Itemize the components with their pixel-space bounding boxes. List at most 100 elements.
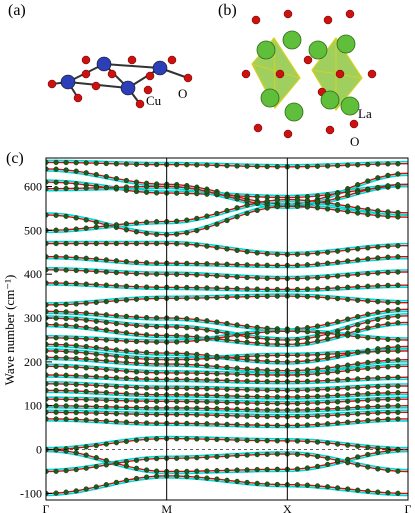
- phonon-data-point: [254, 422, 260, 428]
- phonon-data-point: [63, 348, 69, 355]
- phonon-data-point: [113, 258, 120, 264]
- phonon-data-point: [254, 437, 260, 444]
- phonon-data-point: [46, 387, 49, 393]
- phonon-data-point: [73, 309, 79, 316]
- phonon-data-point: [264, 353, 270, 359]
- phonon-data-point: [335, 273, 341, 279]
- phonon-data-point: [46, 335, 49, 341]
- phonon-data-point: [83, 300, 89, 306]
- phonon-data-point: [184, 468, 190, 475]
- phonon-data-point: [274, 204, 280, 210]
- phonon-data-point: [375, 410, 381, 416]
- phonon-data-point: [325, 260, 331, 266]
- phonon-data-point: [83, 350, 89, 356]
- phonon-data-point: [395, 403, 401, 409]
- phonon-data-point: [73, 450, 79, 456]
- phonon-data-point: [53, 387, 59, 394]
- phonon-data-point: [204, 243, 210, 249]
- phonon-data-point: [385, 416, 391, 422]
- phonon-data-point: [154, 295, 160, 302]
- phonon-data-point: [314, 329, 321, 336]
- phonon-data-point: [83, 160, 89, 166]
- phonon-data-point: [214, 386, 220, 392]
- phonon-data-point: [113, 367, 120, 374]
- phonon-data-point: [304, 371, 311, 378]
- phonon-data-point: [224, 377, 230, 384]
- phonon-data-point: [345, 486, 351, 492]
- phonon-data-point: [93, 410, 99, 416]
- phonon-data-point: [63, 280, 69, 286]
- phonon-data-point: [154, 436, 160, 442]
- phonon-data-point: [83, 373, 89, 379]
- phonon-data-point: [184, 217, 190, 223]
- phonon-data-point: [123, 259, 130, 265]
- phonon-data-point: [144, 219, 150, 225]
- phonon-data-point: [184, 295, 190, 301]
- oxygen-atom: [251, 15, 261, 25]
- phonon-data-point: [274, 164, 280, 170]
- phonon-data-point: [83, 397, 89, 403]
- phonon-data-point: [204, 436, 210, 442]
- phonon-data-point: [154, 161, 160, 168]
- phonon-data-point: [194, 242, 200, 248]
- phonon-data-point: [345, 247, 351, 253]
- phonon-data-point: [133, 475, 140, 482]
- phonon-data-point: [154, 420, 160, 426]
- copper-atom: [96, 56, 112, 72]
- phonon-data-point: [244, 413, 250, 419]
- phonon-data-point: [264, 413, 270, 420]
- phonon-data-point: [93, 484, 99, 490]
- y-tick-label: 400: [24, 267, 42, 281]
- phonon-data-point: [264, 164, 270, 170]
- phonon-data-point: [375, 175, 381, 181]
- phonon-data-point: [93, 351, 99, 357]
- phonon-data-point: [73, 323, 79, 329]
- phonon-data-point: [144, 323, 150, 329]
- phonon-data-point: [174, 357, 180, 363]
- phonon-data-point: [133, 457, 140, 463]
- phonon-data-point: [264, 367, 270, 373]
- phonon-data-point: [254, 372, 260, 378]
- phonon-data-point: [355, 314, 361, 320]
- octahedra-structure: [241, 9, 377, 139]
- phonon-data-point: [214, 162, 220, 169]
- phonon-data-point: [93, 366, 99, 372]
- phonon-data-point: [375, 309, 381, 315]
- phonon-data-point: [304, 251, 311, 257]
- phonon-data-point: [184, 241, 190, 247]
- phonon-data-point: [335, 364, 341, 370]
- phonon-data-point: [244, 339, 250, 345]
- oxygen-atom: [145, 71, 155, 81]
- phonon-data-point: [274, 251, 280, 257]
- phonon-data-point: [93, 256, 99, 262]
- phonon-data-point: [224, 334, 230, 340]
- phonon-data-point: [204, 468, 210, 474]
- phonon-data-point: [345, 385, 351, 391]
- phonon-data-point: [385, 383, 391, 389]
- phonon-data-point: [274, 337, 280, 343]
- phonon-data-point: [395, 363, 401, 370]
- phonon-data-point: [294, 422, 301, 428]
- phonon-data-point: [375, 349, 381, 355]
- phonon-data-point: [83, 465, 89, 471]
- phonon-data-point: [53, 403, 59, 409]
- phonon-data-point: [395, 357, 401, 363]
- phonon-data-point: [314, 193, 321, 199]
- phonon-data-point: [214, 355, 220, 361]
- phonon-data-point: [294, 293, 301, 299]
- phonon-data-point: [304, 378, 311, 384]
- phonon-data-point: [144, 356, 150, 362]
- phonon-data-point: [73, 160, 79, 166]
- phonon-data-point: [103, 240, 109, 247]
- phonon-data-point: [355, 411, 361, 417]
- phonon-data-point: [355, 361, 361, 367]
- phonon-data-point: [395, 390, 401, 396]
- phonon-data-point: [113, 240, 120, 247]
- phonon-data-point: [204, 162, 210, 168]
- phonon-data-point: [335, 296, 341, 302]
- phonon-data-point: [73, 281, 79, 287]
- phonon-data-point: [204, 225, 210, 231]
- phonon-data-point: [224, 208, 230, 214]
- phonon-data-point: [83, 356, 89, 362]
- phonon-data-point: [224, 364, 230, 371]
